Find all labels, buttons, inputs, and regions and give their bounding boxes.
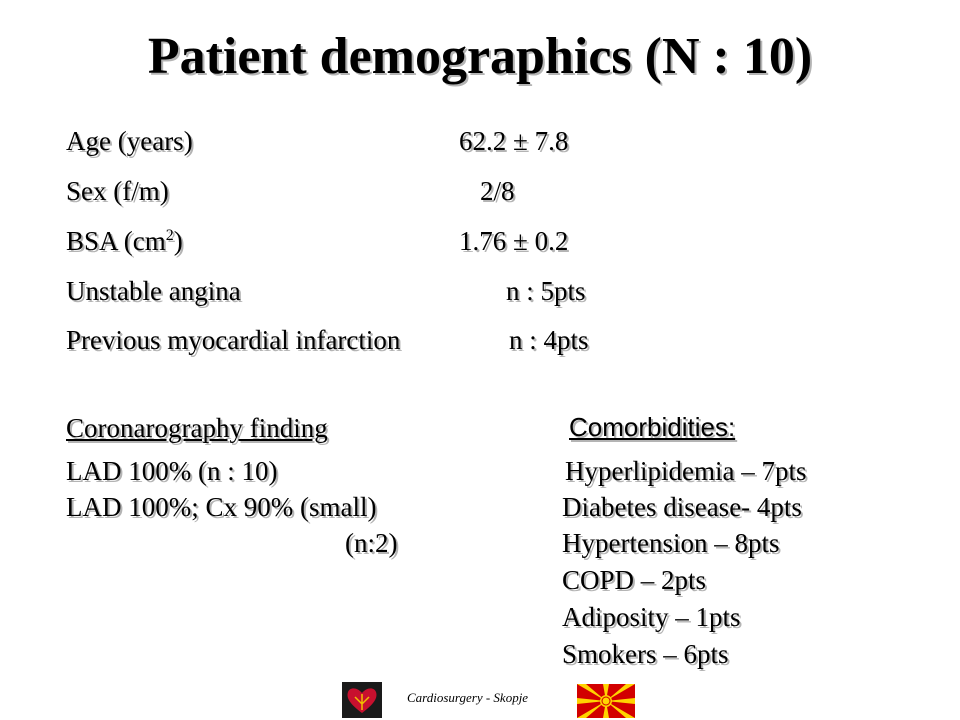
comorbidity-item: COPD – 2pts <box>562 565 707 595</box>
coronarography-item: (n:2) <box>345 528 398 558</box>
row-label: Sex (f/m) <box>66 176 169 206</box>
footer-text: Cardiosurgery - Skopje <box>407 690 529 705</box>
row-label-sup: 2 <box>165 227 174 244</box>
row-label: BSA (cm <box>66 226 166 256</box>
coronarography-item: LAD 100% (n : 10) <box>66 456 278 486</box>
comorbidities-heading: Comorbidities: <box>569 412 736 442</box>
demographic-row-bsa: BSA (cm2) 1.76 ± 0.2 <box>66 226 568 256</box>
row-value: 62.2 ± 7.8 <box>459 126 569 156</box>
row-value: n : 5pts <box>506 276 586 306</box>
coronarography-heading: Coronarography finding <box>66 413 328 443</box>
row-label: Age (years) <box>66 126 193 156</box>
demographic-row-mi: Previous myocardial infarction n : 4pts <box>66 325 589 355</box>
page-title: Patient demographics (N : 10) <box>147 28 813 85</box>
comorbidity-item: Hypertension – 8pts <box>562 528 780 558</box>
demographic-row-sex: Sex (f/m) 2/8 <box>66 176 515 206</box>
demographic-row-age: Age (years) 62.2 ± 7.8 <box>66 126 568 156</box>
row-label: Previous myocardial infarction <box>66 325 401 355</box>
coronarography-item: LAD 100%; Cx 90% (small) <box>66 492 377 522</box>
row-value: 2/8 <box>480 176 515 206</box>
row-label: Unstable angina <box>66 276 241 306</box>
row-value: n : 4pts <box>509 325 589 355</box>
comorbidity-item: Smokers – 6pts <box>562 639 729 669</box>
demographic-row-unstable-angina: Unstable angina n : 5pts <box>66 276 586 306</box>
macedonia-flag-icon <box>577 684 635 718</box>
row-value: 1.76 ± 0.2 <box>459 226 569 256</box>
row-label-close: ) <box>173 226 183 256</box>
heart-logo-icon <box>342 682 382 718</box>
comorbidity-item: Adiposity – 1pts <box>562 602 741 632</box>
comorbidity-item: Diabetes disease- 4pts <box>562 492 802 522</box>
comorbidity-item: Hyperlipidemia – 7pts <box>565 456 807 486</box>
